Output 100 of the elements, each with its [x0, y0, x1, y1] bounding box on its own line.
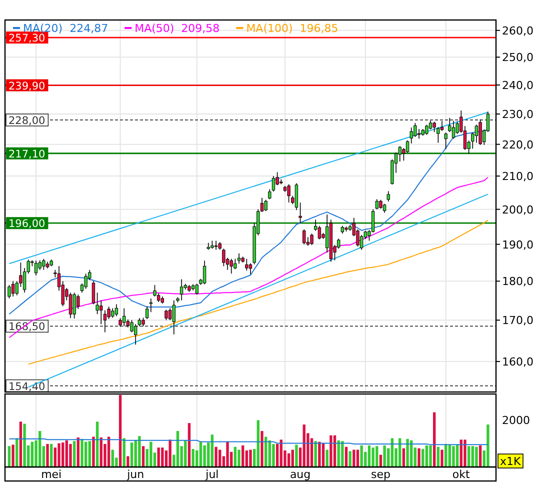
candlestick — [92, 280, 96, 305]
bar — [242, 445, 244, 467]
bar — [218, 450, 222, 467]
bar — [452, 446, 455, 467]
bar — [295, 444, 298, 467]
y-tick-label: 250,0 — [502, 51, 534, 64]
bar — [157, 448, 160, 467]
bar — [429, 445, 432, 467]
bar — [406, 438, 409, 467]
bar — [199, 442, 202, 467]
candlestick — [337, 238, 340, 250]
candlestick — [310, 233, 314, 246]
x-tick-label: mei — [41, 468, 62, 481]
bar — [58, 443, 60, 467]
bar — [80, 438, 84, 467]
bar — [142, 446, 145, 467]
candlestick — [111, 308, 114, 318]
bar — [337, 440, 340, 467]
bar — [61, 442, 64, 467]
bar — [486, 424, 490, 467]
legend-label: MA(20) 224,87 — [23, 22, 108, 35]
bar — [402, 448, 406, 467]
bar — [425, 445, 428, 467]
y-tick-label: 180,0 — [502, 275, 534, 288]
bar — [161, 448, 164, 467]
bar — [150, 442, 152, 467]
candlestick — [272, 176, 276, 192]
ref-line-label: 257,30 — [8, 32, 46, 45]
bar — [467, 446, 470, 467]
bar — [188, 423, 191, 467]
x-tick-label: jun — [126, 468, 144, 481]
candlestick — [180, 278, 184, 301]
bar — [372, 448, 374, 467]
bar — [84, 442, 88, 467]
bar — [8, 446, 11, 467]
y-tick-label: 220,0 — [502, 138, 534, 152]
candlestick — [248, 262, 252, 275]
candlestick — [386, 190, 390, 202]
candlestick — [230, 258, 233, 274]
bar — [471, 446, 474, 467]
candlestick — [452, 120, 456, 140]
candlestick — [72, 292, 76, 319]
bar — [72, 441, 76, 467]
bar — [344, 446, 348, 467]
ref-line-label: 196,00 — [8, 218, 46, 230]
candlestick — [234, 258, 237, 270]
candlestick — [298, 202, 302, 224]
bar — [96, 422, 99, 467]
bar — [383, 445, 386, 467]
candlestick — [168, 308, 172, 321]
candlestick — [202, 260, 206, 285]
candlestick — [410, 127, 413, 144]
bar — [478, 445, 482, 467]
candlestick — [245, 258, 248, 272]
bar — [203, 445, 206, 467]
bar — [92, 436, 95, 467]
bar — [440, 450, 444, 467]
candlestick — [11, 280, 15, 297]
bar — [448, 444, 451, 467]
ref-line-label: 239,90 — [8, 80, 46, 92]
bar — [238, 450, 240, 467]
candlestick — [440, 120, 444, 132]
candlestick — [164, 309, 168, 321]
bar — [302, 424, 306, 467]
candlestick — [474, 124, 478, 144]
bar — [360, 445, 363, 467]
candlestick — [425, 124, 428, 136]
bar — [432, 412, 436, 467]
candlestick — [114, 304, 118, 317]
candlestick — [432, 121, 436, 132]
bar — [352, 450, 356, 467]
y-tick-label: 170,0 — [502, 314, 534, 328]
y-tick-label: 240,0 — [502, 78, 534, 92]
bar — [475, 446, 478, 467]
ref-line-label: 217,10 — [8, 148, 46, 160]
candlestick — [34, 260, 38, 276]
legend-label: MA(100) 196,85 — [246, 22, 338, 35]
bar — [464, 440, 466, 467]
candlestick — [287, 184, 290, 203]
candlestick — [406, 140, 410, 154]
bar — [326, 450, 328, 467]
candlestick — [195, 283, 198, 295]
x-tick-label: okt — [452, 468, 471, 481]
candlestick — [103, 310, 107, 333]
bar — [249, 450, 252, 467]
bar — [436, 446, 440, 467]
y-tick-label: 160,0 — [502, 355, 534, 368]
bar — [50, 444, 53, 467]
candlestick — [84, 273, 88, 290]
x-tick-label: sep — [370, 468, 390, 481]
candlestick — [478, 118, 482, 146]
bar — [322, 443, 325, 467]
bar — [330, 435, 332, 467]
candlestick — [302, 228, 306, 245]
candlestick — [68, 292, 72, 319]
candlestick — [134, 324, 138, 346]
bar — [30, 442, 34, 467]
bar — [126, 456, 130, 467]
text: 2000 — [502, 414, 530, 427]
candlestick — [375, 198, 378, 210]
